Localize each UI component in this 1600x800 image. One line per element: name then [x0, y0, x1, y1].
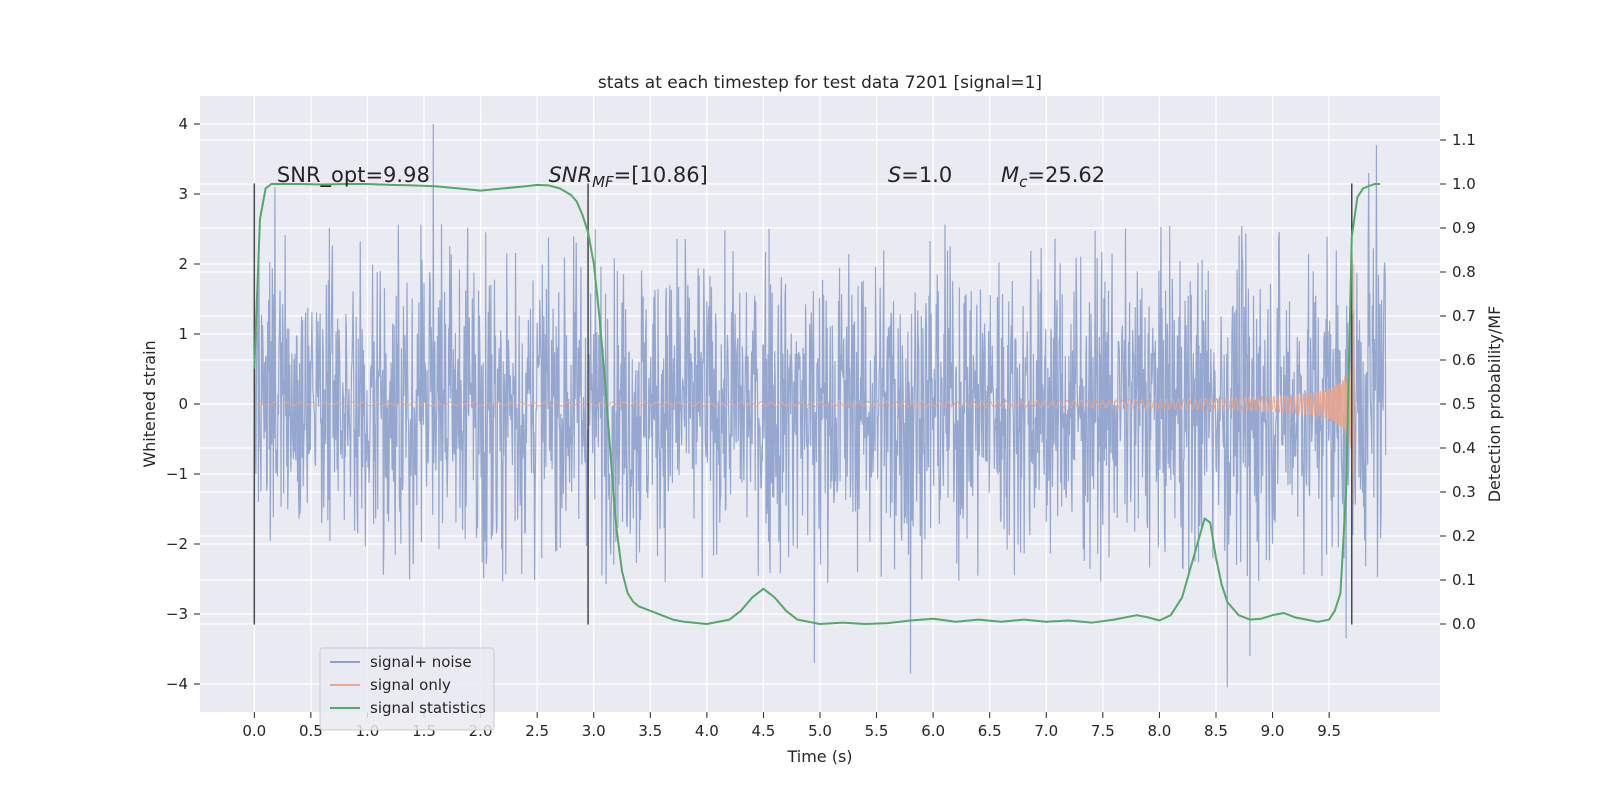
x-tick-label: 6.0 — [921, 722, 945, 740]
x-tick-label: 0.5 — [299, 722, 323, 740]
x-tick-label: 8.0 — [1147, 722, 1171, 740]
y-axis-right-label: Detection probability/MF — [1485, 306, 1504, 503]
annotations: SNR_opt=9.98 SNRMF=[10.86] S=1.0 Mc=25.62 — [277, 163, 1105, 191]
y-left-tick-label: 0 — [178, 395, 188, 413]
signal-plus-noise-series — [253, 123, 1387, 688]
signal-only-line — [254, 263, 1355, 505]
legend-label-signal-only: signal only — [370, 676, 451, 694]
chart-title: stats at each timestep for test data 720… — [598, 73, 1042, 93]
x-tick-label: 6.5 — [978, 722, 1002, 740]
signal-statistics-series — [253, 183, 1381, 625]
y-axis-left-label: Whitened strain — [140, 340, 159, 467]
y-left-tick-label: 1 — [178, 325, 188, 343]
signal-statistics-line — [253, 183, 1381, 625]
signal-only-series — [254, 263, 1355, 505]
y-right-tick-label: 1.0 — [1452, 175, 1476, 193]
legend-label-signal-statistics: signal statistics — [370, 699, 486, 717]
y-left-tick-label: −3 — [166, 605, 188, 623]
axis-ticks: 0.0 0.5 1.0 1.5 2.0 2.5 3.0 3.5 4.0 4.5 5.0 5.5 6.0 6… — [166, 115, 1476, 740]
y-right-tick-label: 0.9 — [1452, 219, 1476, 237]
x-tick-label: 0.0 — [242, 722, 266, 740]
x-tick-label: 5.0 — [808, 722, 832, 740]
y-right-tick-label: 0.0 — [1452, 615, 1476, 633]
legend-label-signal-noise: signal+ noise — [370, 653, 472, 671]
annotation-3: Mc=25.62 — [1001, 163, 1105, 191]
y-right-tick-label: 0.1 — [1452, 571, 1476, 589]
y-left-tick-label: −2 — [166, 535, 188, 553]
annotation-2: S=1.0 — [888, 163, 952, 187]
y-right-tick-label: 0.5 — [1452, 395, 1476, 413]
y-right-tick-label: 1.1 — [1452, 131, 1476, 149]
x-tick-label: 9.5 — [1317, 722, 1341, 740]
y-right-tick-label: 0.7 — [1452, 307, 1476, 325]
x-tick-label: 4.5 — [752, 722, 776, 740]
y-left-tick-label: −1 — [166, 465, 188, 483]
legend: signal+ noise signal only signal statist… — [319, 647, 495, 731]
y-right-tick-label: 0.3 — [1452, 483, 1476, 501]
y-left-tick-label: 4 — [178, 115, 188, 133]
y-left-tick-label: 2 — [178, 255, 188, 273]
x-tick-label: 5.5 — [865, 722, 889, 740]
x-tick-label: 4.0 — [695, 722, 719, 740]
y-left-tick-label: −4 — [166, 675, 188, 693]
y-right-tick-label: 0.2 — [1452, 527, 1476, 545]
x-tick-label: 3.5 — [638, 722, 662, 740]
x-tick-label: 8.5 — [1204, 722, 1228, 740]
signal-plus-noise-line — [253, 123, 1387, 688]
x-axis-label: Time (s) — [786, 747, 852, 766]
y-right-tick-label: 0.4 — [1452, 439, 1476, 457]
annotation-0: SNR_opt=9.98 — [277, 163, 430, 188]
x-tick-label: 7.0 — [1034, 722, 1058, 740]
x-tick-label: 7.5 — [1091, 722, 1115, 740]
x-tick-label: 2.5 — [525, 722, 549, 740]
y-right-tick-label: 0.8 — [1452, 263, 1476, 281]
x-tick-label: 3.0 — [582, 722, 606, 740]
y-right-tick-label: 0.6 — [1452, 351, 1476, 369]
x-tick-label: 9.0 — [1261, 722, 1285, 740]
annotation-1: SNRMF=[10.86] — [548, 163, 707, 191]
y-left-tick-label: 3 — [178, 185, 188, 203]
legend-box — [319, 647, 495, 731]
